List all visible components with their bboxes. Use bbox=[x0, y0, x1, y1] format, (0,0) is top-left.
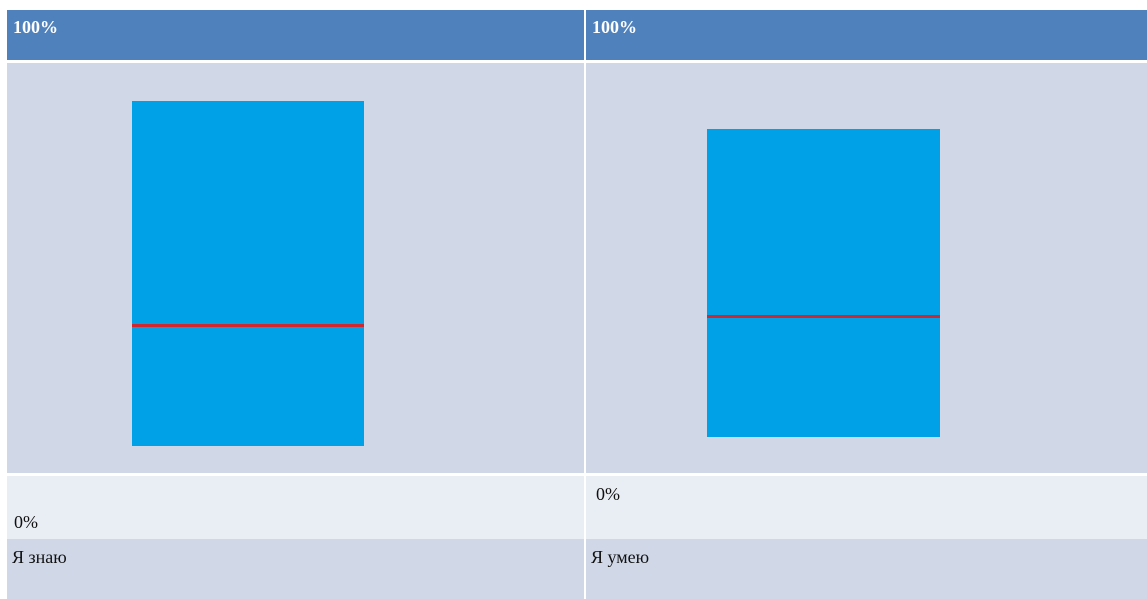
level-bar bbox=[707, 129, 940, 437]
bottom-percent-label: 0% bbox=[14, 512, 38, 532]
bar-area bbox=[586, 63, 1147, 473]
bottom-percent-label: 0% bbox=[596, 484, 620, 504]
column-know: 100% 0% Я знаю bbox=[7, 10, 584, 599]
level-line bbox=[132, 324, 364, 327]
column-can: 100% 0% Я умею bbox=[586, 10, 1147, 599]
bottom-percent-cell: 0% bbox=[7, 476, 584, 539]
level-line bbox=[707, 315, 940, 318]
bottom-percent-cell: 0% bbox=[586, 476, 1147, 539]
caption-can: Я умею bbox=[586, 539, 1147, 599]
bar-area bbox=[7, 63, 584, 473]
level-bar bbox=[132, 101, 364, 446]
comparison-table: 100% 0% Я знаю 100% 0% Я умею bbox=[7, 10, 1147, 599]
caption-know: Я знаю bbox=[7, 539, 584, 599]
top-percent-label: 100% bbox=[586, 10, 1147, 60]
top-percent-label: 100% bbox=[7, 10, 584, 60]
